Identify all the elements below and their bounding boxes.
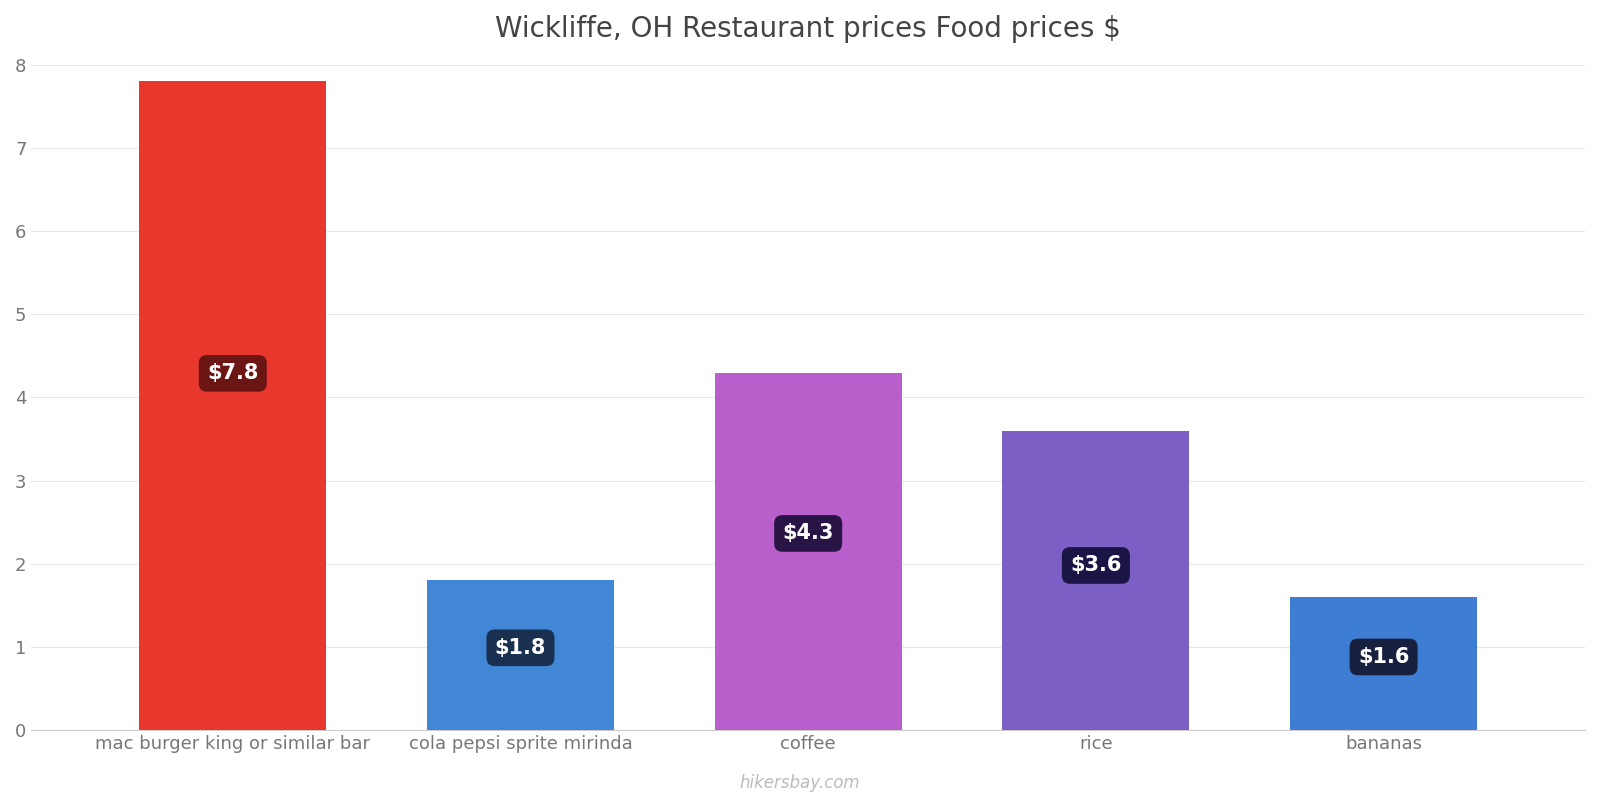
Title: Wickliffe, OH Restaurant prices Food prices $: Wickliffe, OH Restaurant prices Food pri… — [496, 15, 1122, 43]
Text: $4.3: $4.3 — [782, 523, 834, 543]
Bar — [427, 581, 614, 730]
Text: $1.6: $1.6 — [1358, 647, 1410, 667]
Bar — [139, 82, 326, 730]
Bar — [715, 373, 902, 730]
Bar — [1290, 597, 1477, 730]
Text: $1.8: $1.8 — [494, 638, 546, 658]
Text: $7.8: $7.8 — [206, 363, 259, 383]
Text: $3.6: $3.6 — [1070, 555, 1122, 575]
Text: hikersbay.com: hikersbay.com — [739, 774, 861, 792]
Bar — [1002, 430, 1189, 730]
